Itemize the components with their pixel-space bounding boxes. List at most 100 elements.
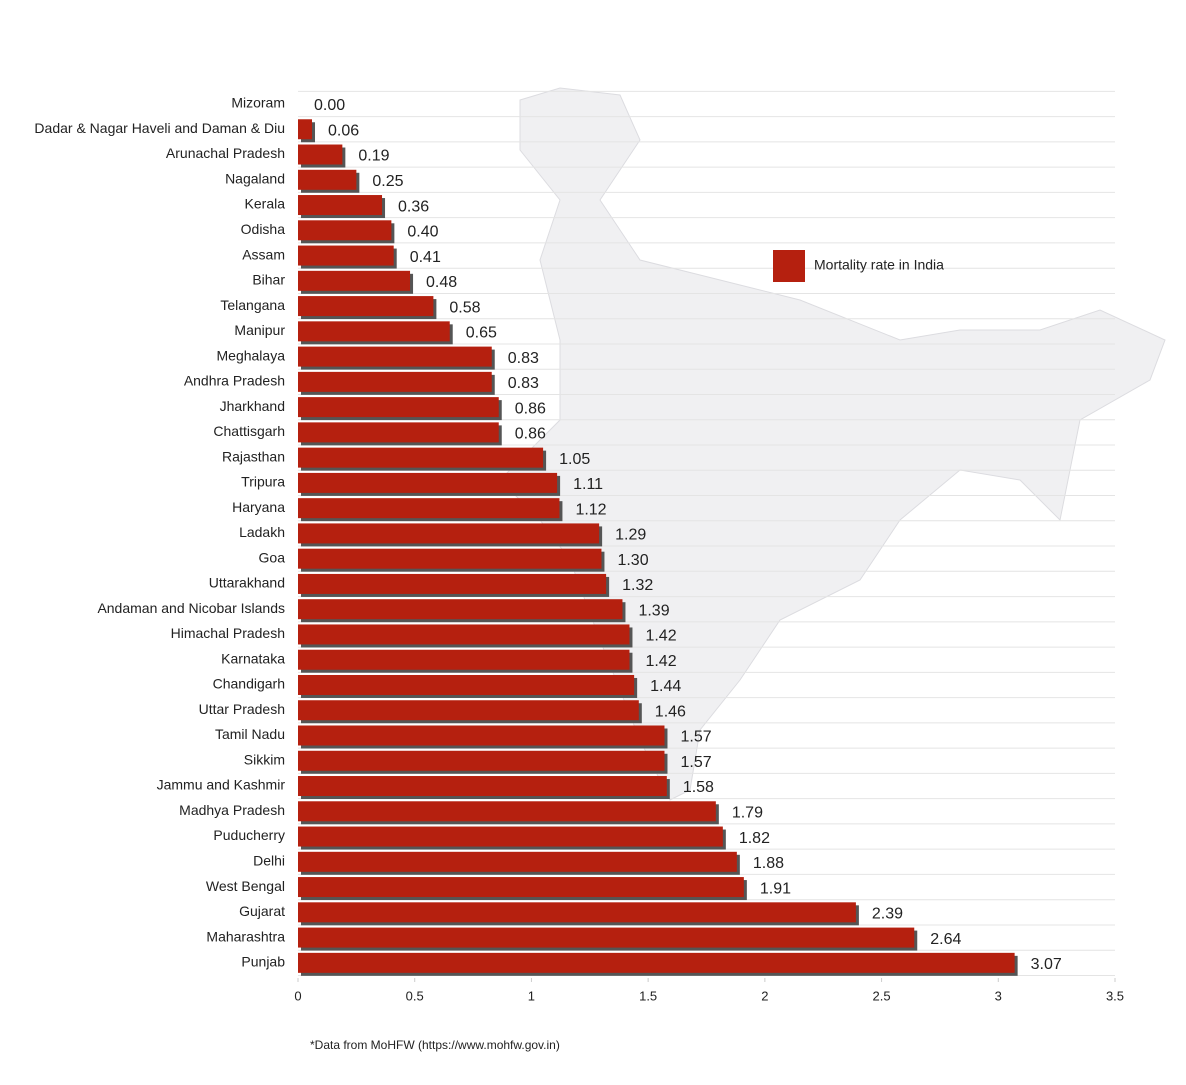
y-tick-label: Bihar [252,272,285,288]
y-tick-label: Delhi [253,853,285,869]
y-tick-label: Tamil Nadu [215,726,285,742]
bar [298,927,915,948]
bar [298,599,623,620]
value-label: 0.65 [466,325,497,342]
y-tick-label: Odisha [241,221,286,237]
value-label: 1.05 [559,451,590,468]
y-tick-label: Andhra Pradesh [184,373,285,389]
bar [298,296,434,317]
x-tick-label: 0 [294,988,301,1003]
value-label: 0.48 [426,274,457,291]
bar [298,119,313,140]
y-tick-label: Haryana [232,499,285,515]
bar [298,776,667,797]
bar [298,220,392,241]
value-label: 2.39 [872,906,903,923]
bar [298,725,665,746]
y-tick-label: Manipur [234,322,285,338]
value-label: 1.58 [683,779,714,796]
bar [298,397,499,418]
bar [298,321,450,342]
value-label: 0.41 [410,249,441,266]
y-tick-label: Chandigarh [213,676,285,692]
y-tick-label: Arunachal Pradesh [166,145,285,161]
bar [298,422,499,443]
y-tick-label: Puducherry [213,827,285,843]
bar [298,851,737,872]
bar [298,573,607,594]
bar [298,826,723,847]
x-tick-label: 3.5 [1106,988,1124,1003]
value-label: 0.58 [449,299,480,316]
y-tick-label: Karnataka [221,650,285,666]
bar [298,245,394,266]
y-tick-label: West Bengal [206,878,285,894]
bar [298,952,1015,973]
value-label: 1.11 [573,476,603,493]
legend-label: Mortality rate in India [814,257,944,273]
value-label: 1.39 [638,602,669,619]
bar [298,902,856,923]
value-label: 1.46 [655,703,686,720]
value-label: 0.86 [515,400,546,417]
y-tick-label: Mizoram [231,95,285,111]
bar [298,144,343,165]
value-label: 0.00 [314,97,345,114]
bar [298,624,630,645]
x-tick-label: 2 [761,988,768,1003]
x-tick-label: 3 [995,988,1002,1003]
bar [298,195,383,216]
y-tick-label: Meghalaya [217,347,286,363]
value-label: 0.25 [372,173,403,190]
y-tick-label: Ladakh [239,524,285,540]
y-tick-label: Chattisgarh [213,423,285,439]
footnote: *Data from MoHFW (https://www.mohfw.gov.… [310,1038,560,1052]
value-label: 3.07 [1031,956,1062,973]
y-tick-label: Telangana [220,297,285,313]
value-label: 1.44 [650,678,681,695]
y-tick-label: Rajasthan [222,448,285,464]
x-tick-label: 1 [528,988,535,1003]
y-tick-label: Maharashtra [206,928,285,944]
bar [298,169,357,190]
x-tick-label: 0.5 [406,988,424,1003]
y-tick-label: Jharkhand [220,398,285,414]
value-label: 1.82 [739,830,770,847]
bar [298,750,665,771]
value-label: 0.40 [407,224,438,241]
value-label: 1.91 [760,880,791,897]
bar [298,674,635,695]
value-label: 1.42 [645,628,676,645]
bar [298,523,600,544]
y-tick-label: Jammu and Kashmir [157,777,286,793]
bar [298,877,744,898]
bar [298,447,544,468]
bar [298,700,639,721]
bar [298,498,560,519]
value-label: 2.64 [930,931,961,948]
bar [298,801,716,822]
x-tick-label: 2.5 [873,988,891,1003]
value-label: 1.57 [680,729,711,746]
bar [298,270,411,291]
value-label: 0.19 [358,148,389,165]
bar [298,472,558,493]
y-tick-label: Punjab [241,954,285,970]
x-tick-label: 1.5 [639,988,657,1003]
y-tick-label: Goa [259,549,286,565]
value-label: 0.83 [508,350,539,367]
value-label: 1.32 [622,577,653,594]
value-label: 0.83 [508,375,539,392]
value-label: 0.86 [515,426,546,443]
y-tick-label: Gujarat [239,903,285,919]
legend-swatch [773,250,805,282]
value-label: 1.88 [753,855,784,872]
y-tick-label: Himachal Pradesh [171,625,285,641]
value-label: 1.29 [615,527,646,544]
y-tick-label: Nagaland [225,170,285,186]
value-label: 1.30 [617,552,648,569]
bar [298,346,492,367]
y-tick-label: Madhya Pradesh [179,802,285,818]
value-label: 1.42 [645,653,676,670]
